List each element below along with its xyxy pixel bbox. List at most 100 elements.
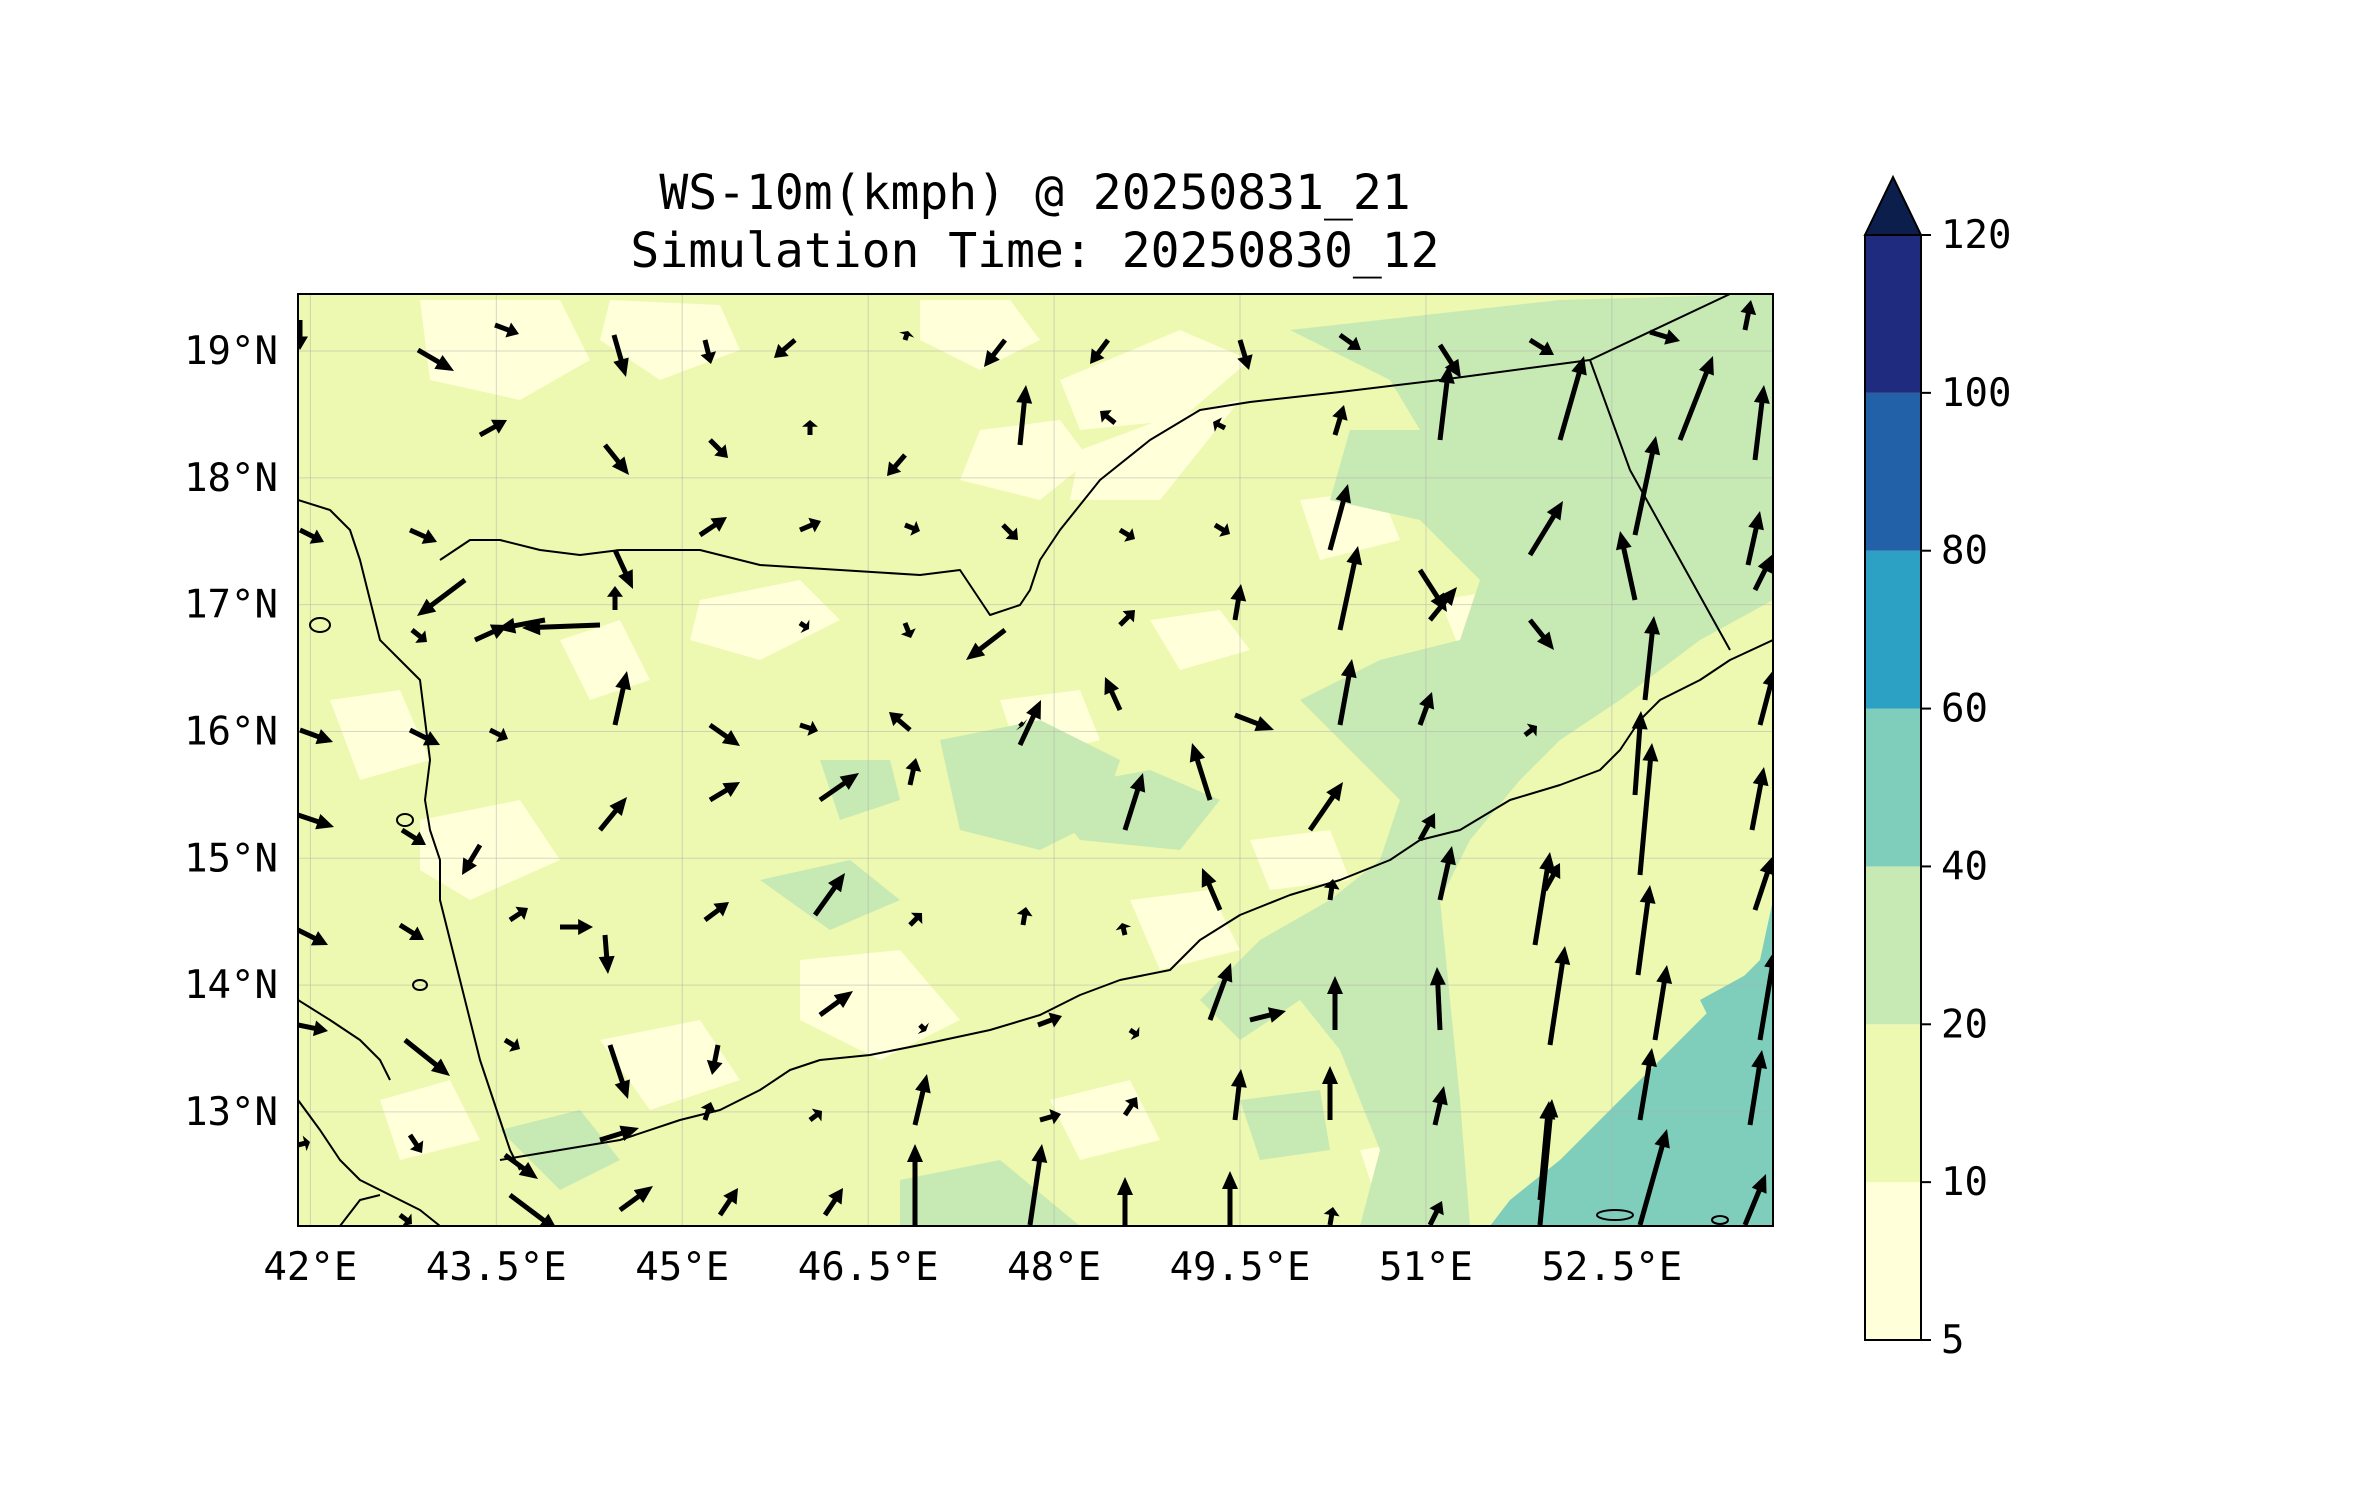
- wind-arrow: [907, 1144, 923, 1225]
- x-tick-label: 52.5°E: [1541, 1245, 1682, 1290]
- y-tick-label: 16°N: [184, 709, 278, 754]
- wind-arrow: [965, 628, 1007, 661]
- wind-arrow: [1528, 618, 1554, 650]
- wind-arrow: [1740, 300, 1757, 331]
- wind-arrow: [1677, 355, 1714, 441]
- wind-arrow: [1632, 435, 1661, 536]
- x-tick-label: 43.5°E: [426, 1245, 567, 1290]
- wind-arrow: [1115, 923, 1132, 936]
- wind-arrow: [607, 586, 623, 610]
- wind-arrow: [1017, 700, 1041, 747]
- wind-arrow: [1201, 868, 1223, 911]
- wind-arrow: [1428, 587, 1457, 622]
- y-tick-label: 18°N: [184, 456, 278, 501]
- wind-arrow: [1234, 712, 1275, 732]
- wind-arrow: [818, 772, 860, 803]
- wind-arrow: [1757, 668, 1773, 726]
- wind-arrow: [298, 320, 308, 350]
- wind-arrow: [1417, 812, 1436, 842]
- saudi-yemen-border: [439, 359, 1591, 616]
- wind-arrow: [508, 906, 528, 923]
- longitude-axis: 42°E 43.5°E 45°E 46.5°E 48°E 49.5°E 51°E 52.5°E: [263, 1245, 1682, 1290]
- yemen-oman-border: [1589, 359, 1731, 651]
- wind-arrow: [1207, 962, 1233, 1021]
- colorbar-segment: [1865, 392, 1921, 551]
- colorbar-segment: [1865, 235, 1921, 393]
- moderate-wind-areas: [500, 294, 1773, 1226]
- wind-arrow: [1327, 976, 1343, 1030]
- wind-arrow: [503, 1037, 521, 1052]
- wind-arrow: [1637, 1048, 1657, 1121]
- wind-arrow: [1117, 1177, 1133, 1225]
- wind-arrow: [1323, 879, 1340, 901]
- wind-arrow: [1104, 677, 1123, 712]
- wind-arrow: [708, 722, 741, 747]
- colorbar-frame: [1864, 234, 1922, 1341]
- wind-arrow: [1631, 711, 1648, 796]
- wind-arrow: [706, 1044, 723, 1075]
- wind-arrow: [912, 1074, 931, 1126]
- wind-arrow: [478, 419, 508, 438]
- wind-arrow: [521, 619, 601, 636]
- wind-arrow: [618, 1186, 653, 1213]
- wind-arrow: [1437, 364, 1455, 441]
- wind-arrow: [1090, 338, 1111, 365]
- colorbar-tick-label: 60: [1941, 687, 1988, 732]
- wind-arrow: [887, 453, 907, 476]
- wind-arrow: [1337, 546, 1363, 631]
- x-tick-label: 48°E: [1007, 1245, 1101, 1290]
- wind-arrow: [410, 628, 428, 643]
- colorbar-tick-label: 100: [1941, 371, 2011, 416]
- wind-arrow: [1757, 950, 1773, 1041]
- wind-arrow: [1528, 337, 1554, 356]
- wind-arrow: [1542, 862, 1561, 892]
- eritrea-coast: [298, 1099, 441, 1226]
- colorbar-tick-label: 5: [1941, 1318, 1964, 1363]
- wind-arrow: [904, 520, 921, 536]
- y-tick-label: 19°N: [184, 329, 278, 374]
- wind-arrow: [298, 1020, 328, 1037]
- red-sea-coast: [298, 499, 521, 1171]
- wind-arrow: [1642, 615, 1661, 701]
- djibouti-border: [339, 1194, 381, 1226]
- wind-arrow: [899, 331, 915, 341]
- wind-arrow: [407, 1133, 424, 1153]
- wind-arrow: [1635, 884, 1656, 976]
- wind-arrow: [802, 420, 818, 435]
- wind-arrow: [462, 843, 483, 875]
- wind-arrow: [774, 338, 797, 358]
- colorbar-segment: [1865, 866, 1921, 1025]
- wind-arrow: [1429, 966, 1446, 1031]
- wind-arrow: [416, 347, 454, 371]
- wind-arrow: [298, 812, 334, 830]
- wind-arrow: [298, 1135, 310, 1152]
- wind-arrow: [822, 1187, 844, 1217]
- wind-arrow: [917, 1022, 929, 1034]
- wind-arrow: [1652, 965, 1673, 1041]
- wind-arrow: [503, 1152, 538, 1179]
- map-frame: [297, 293, 1774, 1227]
- wind-arrow: [560, 919, 593, 935]
- latitude-axis: 19°N 18°N 17°N 16°N 15°N 14°N 13°N: [184, 329, 278, 1135]
- wind-arrow: [398, 922, 424, 941]
- wind-arrow: [698, 516, 728, 538]
- colorbar-tick-label: 80: [1941, 529, 1988, 574]
- wind-arrow: [1222, 1171, 1238, 1225]
- wind-arrow: [408, 527, 438, 544]
- wind-arrow: [700, 1101, 716, 1121]
- wind-arrow: [1745, 510, 1764, 566]
- y-tick-label: 15°N: [184, 836, 278, 881]
- wind-arrow: [1099, 410, 1117, 425]
- wind-arrow: [1323, 1206, 1340, 1226]
- wind-arrow: [1557, 356, 1587, 441]
- wind-arrow: [1338, 332, 1362, 351]
- wind-arrow: [1637, 1129, 1670, 1226]
- wind-arrow: [812, 872, 846, 917]
- wind-arrow: [1437, 845, 1456, 901]
- wind-arrow: [908, 912, 923, 927]
- wind-arrow: [508, 1192, 559, 1226]
- wind-arrow: [1742, 1174, 1767, 1226]
- wind-arrow: [1128, 1026, 1140, 1040]
- wind-arrow: [403, 1038, 450, 1076]
- wind-arrow: [496, 617, 546, 634]
